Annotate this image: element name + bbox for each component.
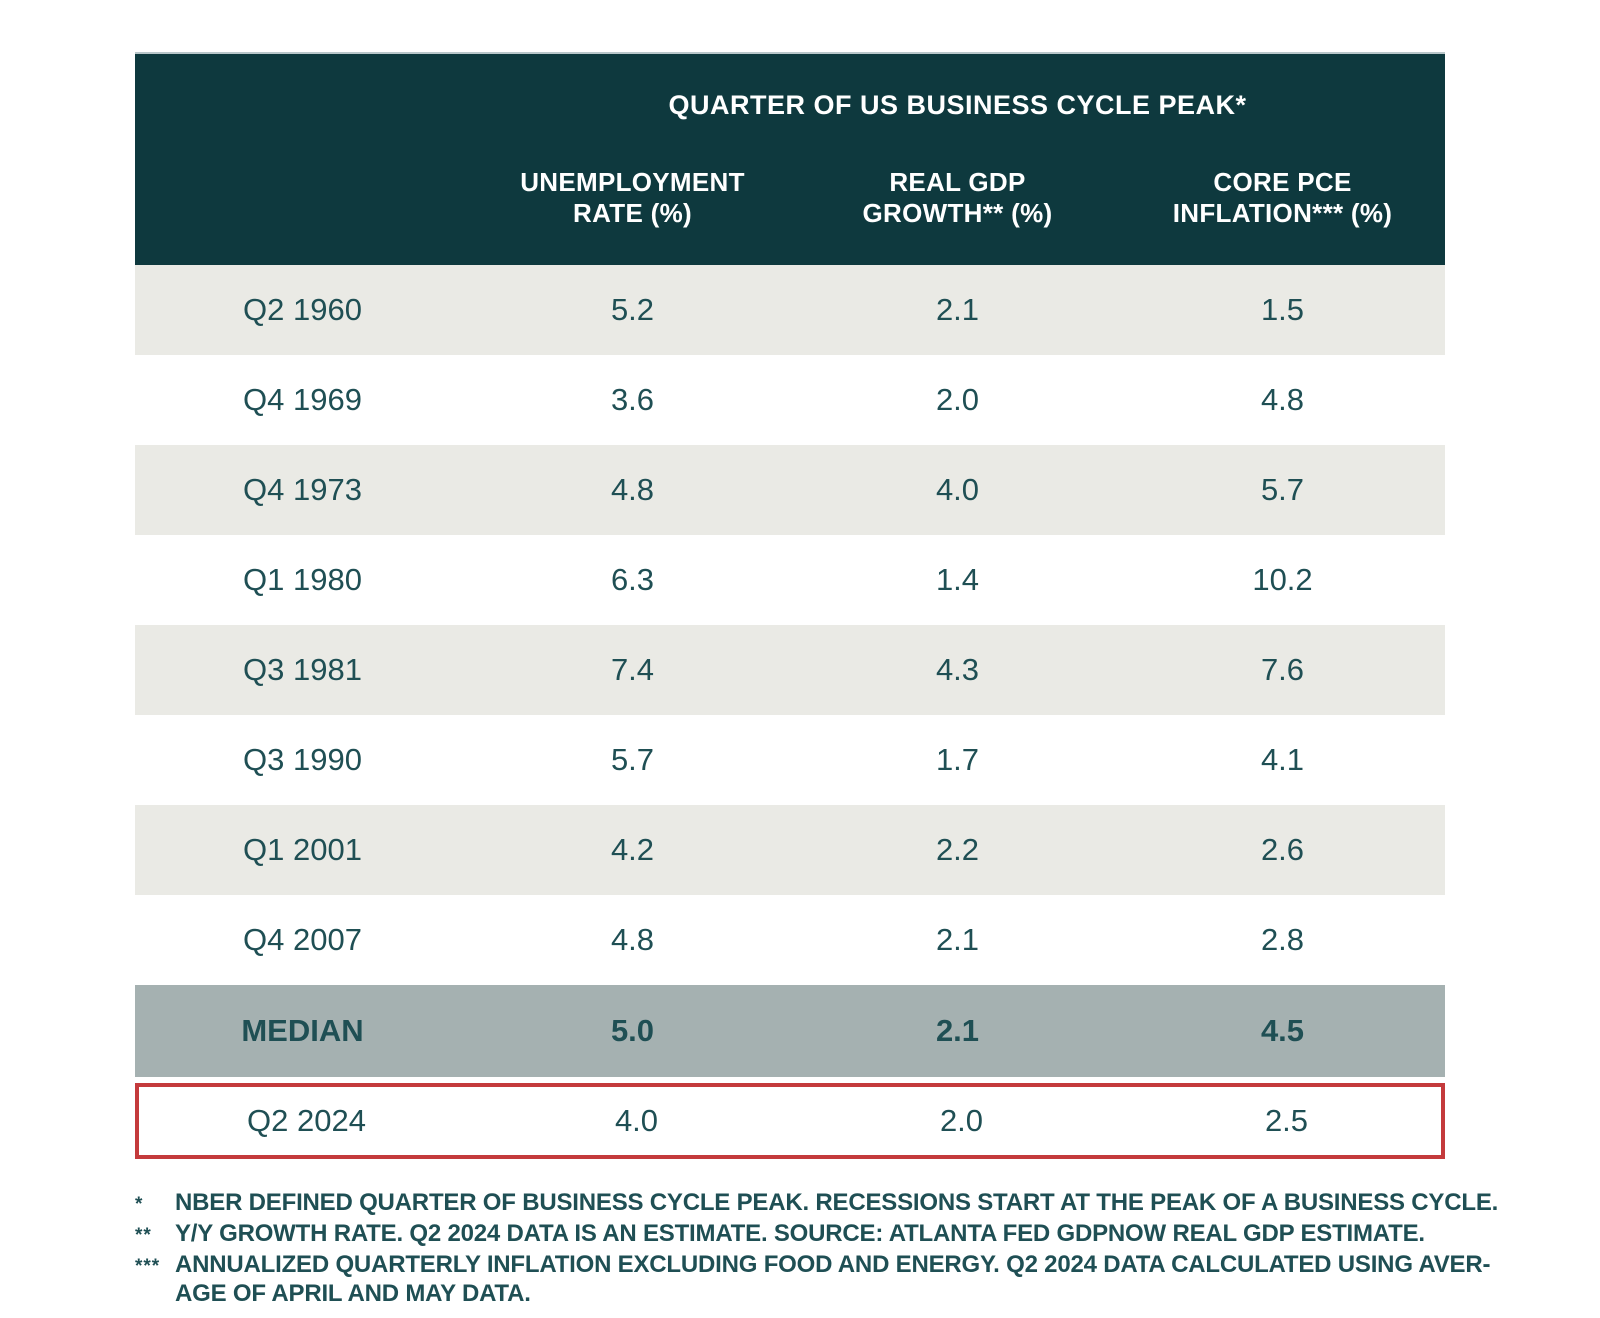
row-label: Q3 1981 [243, 652, 362, 687]
table-row-q4-1969: Q4 1969 3.6 2.0 4.8 [135, 355, 1445, 445]
col-header-gdp: REAL GDP GROWTH** (%) [795, 167, 1120, 229]
inflation-value: 4.1 [1260, 742, 1305, 777]
gdp-value: 4.0 [935, 472, 980, 507]
unemployment-value: 4.0 [614, 1103, 659, 1138]
inflation-value: 2.5 [1264, 1103, 1309, 1138]
unemployment-value: 5.7 [610, 742, 655, 777]
unemployment-value: 4.2 [610, 832, 655, 867]
gdp-value: 2.1 [935, 922, 980, 957]
footnote-line: ANNUALIZED QUARTERLY INFLATION EXCLUDING… [175, 1251, 1491, 1278]
row-label: Q4 1969 [243, 382, 362, 417]
table-row-q1-2001: Q1 2001 4.2 2.2 2.6 [135, 805, 1445, 895]
col-header-line: REAL GDP [889, 167, 1026, 197]
unemployment-value: 4.8 [610, 472, 655, 507]
inflation-value: 4.5 [1260, 1013, 1305, 1048]
footnote-marker: ** [135, 1225, 152, 1246]
gdp-value: 2.1 [935, 1013, 980, 1048]
col-header-unemployment: UNEMPLOYMENT RATE (%) [470, 167, 795, 229]
business-cycle-peak-table: QUARTER OF US BUSINESS CYCLE PEAK* UNEMP… [135, 52, 1445, 1159]
inflation-value: 10.2 [1252, 562, 1313, 597]
table-row-q2-2024-highlighted: Q2 2024 4.0 2.0 2.5 [135, 1083, 1445, 1159]
col-header-line: UNEMPLOYMENT [520, 167, 745, 197]
footnotes: * NBER DEFINED QUARTER OF BUSINESS CYCLE… [135, 1188, 1555, 1308]
gdp-value: 1.4 [935, 562, 980, 597]
unemployment-value: 7.4 [610, 652, 655, 687]
inflation-value: 7.6 [1260, 652, 1305, 687]
table-row-median: MEDIAN 5.0 2.1 4.5 [135, 985, 1445, 1077]
table-row-q3-1981: Q3 1981 7.4 4.3 7.6 [135, 625, 1445, 715]
row-label: Q4 2007 [243, 922, 362, 957]
footnote-line: AGE OF APRIL AND MAY DATA. [175, 1280, 531, 1307]
gdp-value: 1.7 [935, 742, 980, 777]
row-label: Q2 2024 [247, 1103, 366, 1138]
inflation-value: 2.8 [1260, 922, 1305, 957]
row-label: Q3 1990 [243, 742, 362, 777]
row-label: Q4 1973 [243, 472, 362, 507]
table-row-q4-1973: Q4 1973 4.8 4.0 5.7 [135, 445, 1445, 535]
gdp-value: 2.2 [935, 832, 980, 867]
footnote-line: NBER DEFINED QUARTER OF BUSINESS CYCLE P… [175, 1189, 1499, 1216]
column-header-row: UNEMPLOYMENT RATE (%) REAL GDP GROWTH** … [135, 167, 1445, 229]
table-title: QUARTER OF US BUSINESS CYCLE PEAK* [668, 90, 1247, 120]
row-label: Q2 1960 [243, 292, 362, 327]
col-header-line: RATE (%) [573, 198, 692, 228]
table-title-row: QUARTER OF US BUSINESS CYCLE PEAK* [135, 90, 1445, 121]
gdp-value: 2.0 [935, 382, 980, 417]
col-header-inflation: CORE PCE INFLATION*** (%) [1120, 167, 1445, 229]
col-header-line: CORE PCE [1213, 167, 1352, 197]
inflation-value: 1.5 [1260, 292, 1305, 327]
gdp-value: 2.0 [939, 1103, 984, 1138]
unemployment-value: 5.0 [610, 1013, 655, 1048]
row-label: Q1 1980 [243, 562, 362, 597]
col-header-line: GROWTH** (%) [862, 198, 1053, 228]
row-label: Q1 2001 [243, 832, 362, 867]
unemployment-value: 6.3 [610, 562, 655, 597]
inflation-value: 4.8 [1260, 382, 1305, 417]
table-header: QUARTER OF US BUSINESS CYCLE PEAK* UNEMP… [135, 52, 1445, 265]
header-label-spacer [135, 90, 470, 121]
footnote-text: ANNUALIZED QUARTERLY INFLATION EXCLUDING… [175, 1250, 1555, 1308]
footnote-gdp-growth: ** Y/Y GROWTH RATE. Q2 2024 DATA IS AN E… [135, 1219, 1555, 1250]
unemployment-value: 5.2 [610, 292, 655, 327]
unemployment-value: 3.6 [610, 382, 655, 417]
gdp-value: 4.3 [935, 652, 980, 687]
row-gap [135, 1077, 1445, 1083]
footnote-text: Y/Y GROWTH RATE. Q2 2024 DATA IS AN ESTI… [175, 1219, 1555, 1248]
inflation-value: 2.6 [1260, 832, 1305, 867]
table-row-q4-2007: Q4 2007 4.8 2.1 2.8 [135, 895, 1445, 985]
table-row-q1-1980: Q1 1980 6.3 1.4 10.2 [135, 535, 1445, 625]
column-header-spacer [135, 167, 470, 229]
footnote-inflation: *** ANNUALIZED QUARTERLY INFLATION EXCLU… [135, 1250, 1555, 1308]
gdp-value: 2.1 [935, 292, 980, 327]
footnote-line: Y/Y GROWTH RATE. Q2 2024 DATA IS AN ESTI… [175, 1220, 1425, 1247]
footnote-marker: *** [135, 1256, 161, 1277]
footnote-nber: * NBER DEFINED QUARTER OF BUSINESS CYCLE… [135, 1188, 1555, 1219]
unemployment-value: 4.8 [610, 922, 655, 957]
inflation-value: 5.7 [1260, 472, 1305, 507]
row-label: MEDIAN [241, 1013, 364, 1048]
footnote-marker: * [135, 1194, 144, 1215]
table-row-q2-1960: Q2 1960 5.2 2.1 1.5 [135, 265, 1445, 355]
footnote-text: NBER DEFINED QUARTER OF BUSINESS CYCLE P… [175, 1188, 1555, 1217]
col-header-line: INFLATION*** (%) [1172, 198, 1393, 228]
table-row-q3-1990: Q3 1990 5.7 1.7 4.1 [135, 715, 1445, 805]
